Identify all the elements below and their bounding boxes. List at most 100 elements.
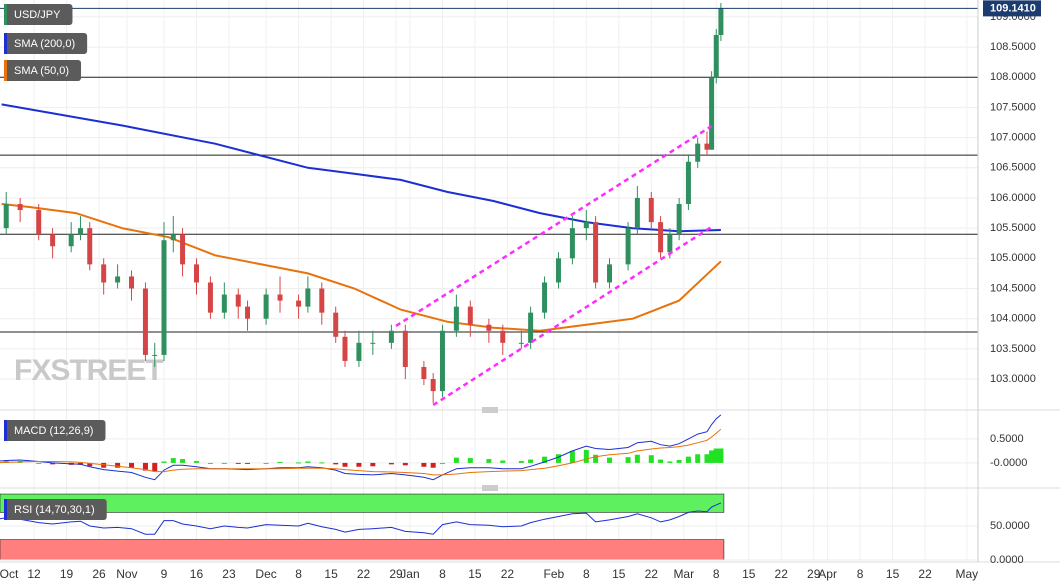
rsi-band <box>0 493 725 513</box>
histogram-bar <box>245 462 251 464</box>
y-tick-label: 106.5000 <box>990 162 1036 174</box>
candle-body <box>542 282 548 313</box>
watermark: FXSTREET <box>14 354 163 387</box>
histogram-bar <box>207 462 213 464</box>
candle-body <box>667 234 673 253</box>
candle-body <box>569 228 575 259</box>
candle-body <box>207 282 213 313</box>
candle-body <box>193 264 199 283</box>
x-tick-label: 12 <box>27 567 41 581</box>
rsi-panel <box>0 493 978 561</box>
histogram-bar <box>115 462 121 468</box>
histogram-bar <box>704 454 710 463</box>
y-tick-label: 104.5000 <box>990 282 1036 294</box>
x-tick-label: Nov <box>116 567 137 581</box>
histogram-bar <box>161 461 167 463</box>
candle-body <box>356 342 362 361</box>
histogram-bar <box>486 459 492 463</box>
histogram-bar <box>569 450 575 463</box>
histogram-bar <box>667 461 673 463</box>
histogram-bar <box>718 448 724 463</box>
y-tick-label: 106.0000 <box>990 192 1036 204</box>
sma-line <box>1 203 722 332</box>
x-tick-label: Feb <box>543 567 564 581</box>
x-tick-label: 8 <box>583 567 590 581</box>
candle-body <box>245 306 251 319</box>
histogram-bar <box>583 449 589 463</box>
candle-body <box>101 264 107 283</box>
x-tick-label: 23 <box>222 567 236 581</box>
candle-body <box>500 330 506 343</box>
candle-body <box>713 35 719 78</box>
histogram-bar <box>500 460 506 463</box>
histogram-bar <box>658 459 664 463</box>
candle-body <box>170 234 176 241</box>
trend-line <box>432 225 713 407</box>
x-tick-label: 22 <box>357 567 371 581</box>
macd-panel <box>0 414 978 481</box>
y-tick-label: 103.5000 <box>990 343 1036 355</box>
candle-body <box>648 197 654 223</box>
legend-swatch <box>4 33 7 54</box>
histogram-bar <box>152 462 158 472</box>
legend-item: RSI (14,70,30,1) <box>4 499 107 520</box>
x-tick-label: 22 <box>775 567 789 581</box>
x-tick-label: 15 <box>886 567 900 581</box>
x-tick-label: Oct <box>0 567 19 581</box>
candle-body <box>593 222 599 283</box>
legend-box <box>4 499 107 520</box>
y-tick-label: 0.5000 <box>990 433 1024 445</box>
last-price-box <box>983 0 1041 17</box>
x-tick-label: Jan <box>400 567 419 581</box>
x-tick-label: 22 <box>501 567 515 581</box>
candle-body <box>685 161 691 205</box>
histogram-bar <box>87 462 93 467</box>
histogram-bar <box>648 455 654 463</box>
price-panel: FXSTREET <box>0 0 978 560</box>
candle-body <box>439 330 445 392</box>
x-tick-label: 26 <box>92 567 106 581</box>
y-tick-label: 103.0000 <box>990 373 1036 385</box>
candle-body <box>625 228 631 265</box>
macd-line <box>0 414 722 481</box>
histogram-bar <box>439 462 445 464</box>
candle-body <box>583 222 589 229</box>
candle-body <box>319 288 325 313</box>
x-tick-label: Dec <box>255 567 276 581</box>
candle-body <box>36 210 42 235</box>
legend-box <box>4 60 82 81</box>
legend-box <box>4 420 106 441</box>
candle-body <box>180 234 186 265</box>
histogram-bar <box>388 462 394 465</box>
x-tick-label: 8 <box>439 567 446 581</box>
histogram-bar <box>421 462 427 467</box>
histogram-bar <box>356 462 362 467</box>
candle-body <box>152 354 158 356</box>
rsi-line <box>0 502 722 535</box>
histogram-bar <box>453 457 459 463</box>
x-tick-label: 22 <box>645 567 659 581</box>
candle-body <box>709 77 715 150</box>
y-tick-label: 0.0000 <box>990 554 1024 566</box>
candle-body <box>388 330 394 343</box>
x-tick-label: 8 <box>857 567 864 581</box>
histogram-bar <box>518 460 524 463</box>
candle-body <box>305 288 311 307</box>
legend-swatch <box>4 499 7 520</box>
histogram-bar <box>607 457 613 463</box>
y-tick-label: -0.0000 <box>990 457 1027 469</box>
histogram-bar <box>430 462 436 468</box>
legend-item: SMA (200,0) <box>4 33 88 54</box>
candle-body <box>467 306 473 325</box>
candle-body <box>77 228 83 235</box>
histogram-bar <box>528 459 534 463</box>
x-tick-label: 15 <box>742 567 756 581</box>
histogram-bar <box>221 462 227 464</box>
candle-body <box>221 294 227 313</box>
legend-item: SMA (50,0) <box>4 60 82 81</box>
x-tick-label: 8 <box>295 567 302 581</box>
y-tick-label: 105.0000 <box>990 252 1036 264</box>
histogram-bar <box>129 462 135 468</box>
